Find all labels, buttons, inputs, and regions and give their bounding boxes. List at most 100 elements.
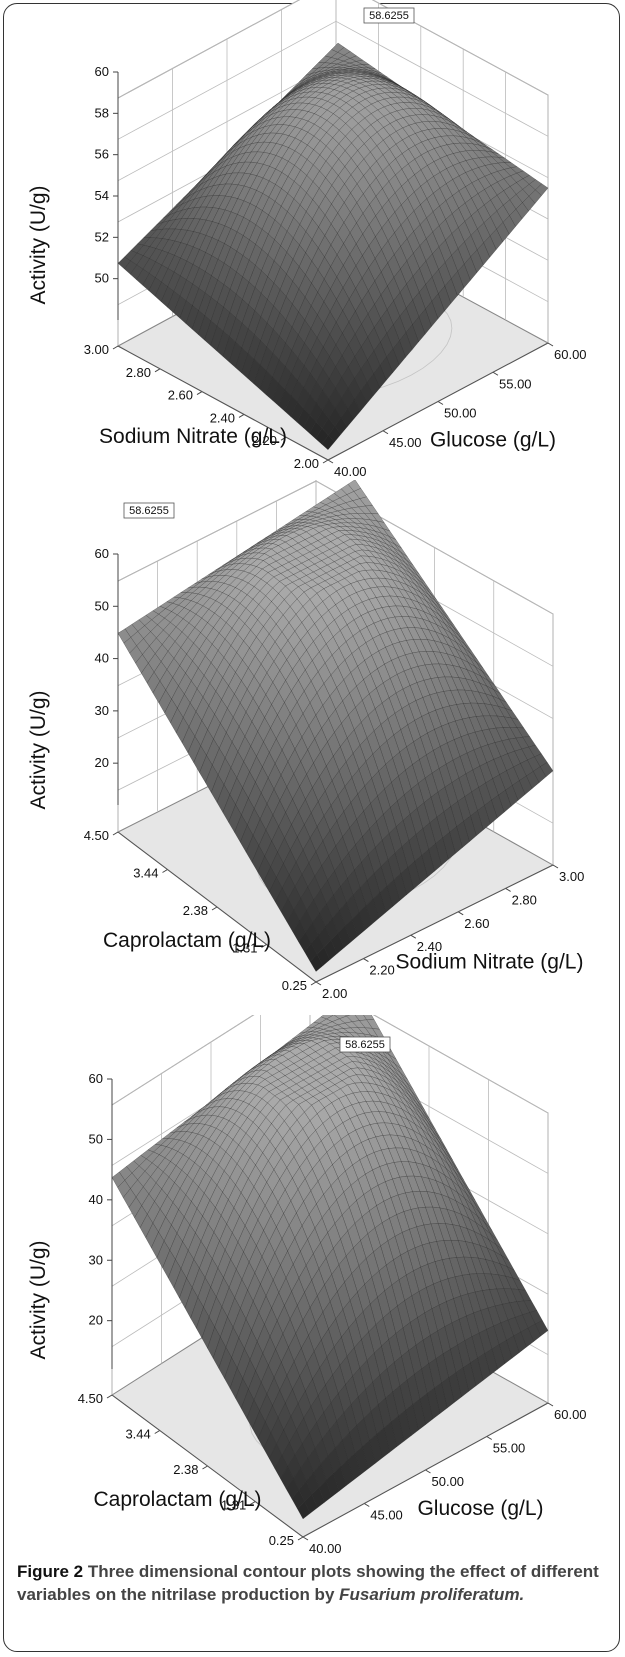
x-tick-label: 40.00 [334, 464, 367, 479]
peak-label: 58.6255 [345, 1039, 385, 1051]
x-tick-label: 50.00 [444, 406, 477, 421]
base-front-edges [117, 342, 549, 461]
y-tick-mark [154, 1430, 161, 1434]
z-axis-title: Activity (U/g) [27, 1240, 50, 1359]
y-axis-title: Caprolactam (g/L) [103, 929, 271, 952]
y-tick-mark [106, 1394, 113, 1399]
y-tick-mark [249, 1501, 256, 1505]
z-tick-label: 40 [89, 1192, 103, 1207]
z-axis-title: Activity (U/g) [27, 690, 50, 809]
y-tick-mark [162, 869, 168, 873]
x-tick-label: 2.60 [464, 916, 489, 931]
y-tick-label: 2.40 [210, 410, 235, 425]
x-axis-title: Sodium Nitrate (g/L) [396, 951, 584, 974]
y-tick-label: 1.31 [221, 1498, 246, 1513]
x-tick-mark [382, 430, 389, 435]
x-axis-title: Glucose (g/L) [430, 429, 556, 452]
y-tick-label: 3.00 [84, 342, 109, 357]
x-tick-mark [363, 958, 369, 963]
surface-plot-3: 20 30 40 50 60 0.25 1.31 2.38 3.44 4.50 40.00 45.00… [27, 1015, 587, 1555]
x-tick-mark [552, 864, 559, 869]
y-axis-title: Sodium Nitrate (g/L) [99, 425, 287, 448]
x-axis-title: Glucose (g/L) [417, 1497, 543, 1520]
y-tick-label: 2.38 [183, 903, 208, 918]
x-tick-mark [457, 911, 464, 916]
x-tick-label: 55.00 [499, 376, 532, 391]
x-tick-label: 50.00 [432, 1474, 465, 1489]
x-tick-mark [363, 1503, 370, 1507]
x-tick-label: 2.80 [512, 892, 537, 907]
y-tick-mark [202, 1465, 208, 1470]
response-surface [117, 480, 554, 972]
y-tick-label: 4.50 [84, 828, 109, 843]
x-tick-mark [410, 934, 417, 939]
peak-label-box [123, 502, 175, 519]
y-tick-label: 2.80 [126, 365, 151, 380]
surface-cell [321, 434, 335, 450]
z-tick-label: 40 [95, 651, 109, 666]
y-tick-mark [196, 391, 203, 396]
y-tick-mark [154, 368, 161, 373]
y-tick-mark [322, 459, 329, 464]
y-tick-label: 3.44 [125, 1427, 150, 1442]
y-tick-mark [211, 906, 218, 911]
y-tick-label: 2.38 [173, 1462, 198, 1477]
y-tick-mark [112, 345, 119, 350]
z-tick-label: 56 [95, 147, 109, 162]
y-axis-title: Caprolactam (g/L) [93, 1488, 261, 1511]
x-tick-label: 60.00 [554, 347, 587, 362]
z-tick-label: 60 [89, 1071, 103, 1086]
z-tick-label: 50 [95, 271, 109, 286]
x-tick-label: 45.00 [370, 1508, 403, 1523]
z-tick-label: 50 [95, 598, 109, 613]
caption-label: Figure 2 [17, 1562, 84, 1581]
x-tick-label: 40.00 [309, 1541, 342, 1555]
z-tick-label: 30 [95, 703, 109, 718]
surface-plot-1: 50 52 54 56 58 60 2.00 2.20 2.40 2.60 2.80 3.00 40.0… [27, 0, 587, 479]
surface-cell [310, 954, 324, 972]
response-surface [111, 1015, 549, 1520]
z-tick-label: 54 [95, 188, 109, 203]
surface-cell [297, 1501, 311, 1520]
z-tick-label: 20 [89, 1313, 103, 1328]
y-tick-label: 0.25 [282, 978, 307, 993]
x-tick-mark [327, 459, 334, 464]
y-tick-mark [280, 436, 287, 441]
x-tick-label: 2.00 [322, 986, 347, 1001]
y-tick-label: 2.20 [252, 433, 277, 448]
y-tick-mark [297, 1536, 304, 1541]
y-tick-mark [112, 831, 119, 836]
x-tick-label: 2.20 [369, 963, 394, 978]
wall-grid-line [111, 1015, 549, 1114]
y-tick-mark [238, 413, 245, 418]
x-tick-label: 2.40 [417, 939, 442, 954]
peak-label: 58.6255 [369, 10, 409, 22]
base-front-edges [117, 831, 554, 983]
z-tick-label: 60 [95, 546, 109, 561]
surface-plot-2: 20 30 40 50 60 0.25 1.31 2.38 3.44 4.50 2.00 2.20 2.… [27, 480, 584, 1001]
y-tick-label: 2.60 [168, 388, 193, 403]
x-tick-mark [425, 1469, 431, 1474]
z-tick-label: 50 [89, 1131, 103, 1146]
x-tick-mark [315, 981, 322, 986]
x-tick-label: 45.00 [389, 435, 422, 450]
x-tick-mark [547, 1402, 554, 1407]
z-tick-label: 58 [95, 105, 109, 120]
x-tick-mark [505, 887, 511, 892]
y-tick-label: 4.50 [78, 1391, 103, 1406]
y-tick-label: 3.44 [133, 866, 158, 881]
z-tick-label: 52 [95, 229, 109, 244]
peak-label-box [339, 1036, 391, 1053]
x-tick-mark [437, 401, 444, 405]
z-tick-label: 20 [95, 755, 109, 770]
x-tick-mark [492, 371, 499, 376]
wall-grid-line [117, 0, 549, 99]
y-tick-label: 2.00 [294, 456, 319, 471]
y-tick-label: 0.25 [269, 1533, 294, 1548]
x-tick-mark [547, 342, 554, 347]
x-tick-mark [302, 1536, 309, 1541]
y-tick-mark [261, 944, 267, 948]
y-tick-mark [310, 981, 317, 986]
y-tick-label: 1.31 [232, 941, 257, 956]
z-tick-label: 60 [95, 64, 109, 79]
